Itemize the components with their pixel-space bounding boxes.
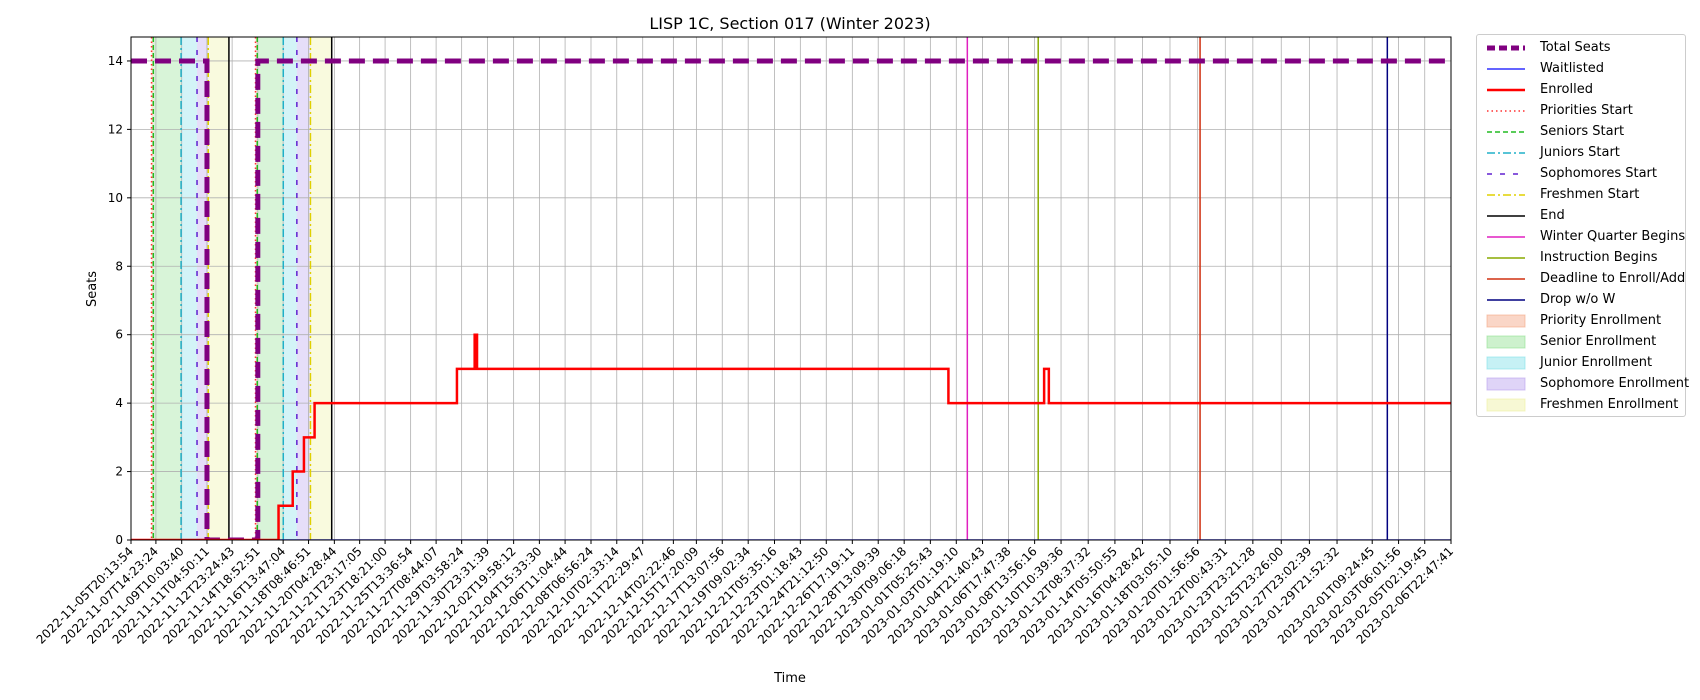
legend-patch: [1486, 356, 1526, 370]
band-junior-enrollment: [283, 37, 297, 540]
y-tick-label: 4: [115, 396, 123, 410]
legend-item: Sophomore Enrollment: [1477, 375, 1689, 396]
legend-item: Instruction Begins: [1477, 249, 1685, 270]
legend-label: Freshmen Enrollment: [1540, 397, 1679, 412]
plot-frame: [130, 36, 1452, 541]
legend-label: Junior Enrollment: [1540, 355, 1653, 370]
legend-swatch: [1487, 152, 1525, 154]
y-axis-label: Seats: [85, 271, 100, 307]
legend-swatch: [1486, 356, 1526, 370]
x-axis-label: Time: [773, 671, 806, 686]
legend-swatch: [1486, 314, 1526, 328]
legend-label: Total Seats: [1540, 40, 1611, 55]
legend-item: Priority Enrollment: [1477, 312, 1685, 333]
band-priority-enrollment: [151, 37, 154, 540]
legend-item: Drop w/o W: [1477, 291, 1685, 312]
legend-swatch: [1487, 236, 1525, 238]
y-tick-label: 8: [115, 259, 123, 273]
legend-label: Winter Quarter Begins: [1540, 229, 1686, 244]
legend-item: Deadline to Enroll/Add: [1477, 270, 1685, 291]
y-tick-label: 0: [115, 533, 123, 547]
legend-swatch: [1486, 398, 1526, 412]
band-senior-enrollment: [257, 37, 284, 540]
band-sophomore-enrollment: [296, 37, 311, 540]
legend-label: Enrolled: [1540, 82, 1593, 97]
legend-item: Seniors Start: [1477, 123, 1685, 144]
legend-item: Juniors Start: [1477, 144, 1685, 165]
legend-label: Waitlisted: [1540, 61, 1605, 76]
legend-label: End: [1540, 208, 1565, 223]
legend-label: Sophomores Start: [1540, 166, 1657, 181]
legend-swatch: [1487, 45, 1525, 51]
band-sophomore-enrollment: [197, 37, 209, 540]
legend-label: Juniors Start: [1540, 145, 1620, 160]
legend-label: Seniors Start: [1540, 124, 1625, 139]
legend-item: Senior Enrollment: [1477, 333, 1685, 354]
legend-item: Waitlisted: [1477, 60, 1685, 81]
legend-item: Priorities Start: [1477, 102, 1685, 123]
legend-swatch: [1487, 68, 1525, 70]
band-freshmen-enrollment: [310, 37, 332, 540]
legend-swatch: [1487, 173, 1525, 175]
legend-swatch: [1487, 88, 1525, 92]
band-priority-enrollment: [255, 37, 258, 540]
legend-swatch: [1487, 194, 1525, 196]
legend-item: End: [1477, 207, 1685, 228]
legend-swatch: [1487, 131, 1525, 133]
legend-label: Freshmen Start: [1540, 187, 1640, 202]
y-tick-label: 12: [108, 122, 123, 136]
legend-item: Winter Quarter Begins: [1477, 228, 1685, 249]
legend-item: Sophomores Start: [1477, 165, 1685, 186]
plot-area: 024681012142022-11-05T20:13:542022-11-07…: [34, 36, 1456, 647]
y-tick-label: 2: [115, 465, 123, 479]
legend-patch: [1486, 398, 1526, 412]
legend-label: Instruction Begins: [1540, 250, 1658, 265]
series-enrolled: [131, 333, 1451, 540]
legend-patch: [1486, 314, 1526, 328]
legend-label: Drop w/o W: [1540, 292, 1616, 307]
legend-patch: [1486, 335, 1526, 349]
legend-item: Junior Enrollment: [1477, 354, 1685, 375]
band-freshmen-enrollment: [208, 37, 229, 540]
legend-swatch: [1487, 110, 1525, 112]
chart-title: LISP 1C, Section 017 (Winter 2023): [649, 14, 930, 33]
legend-swatch: [1486, 377, 1526, 391]
series-group: [131, 58, 1451, 540]
band-senior-enrollment: [153, 37, 182, 540]
legend-swatch: [1487, 215, 1525, 217]
legend-label: Senior Enrollment: [1540, 334, 1657, 349]
legend-label: Priority Enrollment: [1540, 313, 1662, 328]
legend-item: Freshmen Start: [1477, 186, 1685, 207]
y-tick-label: 14: [108, 54, 123, 68]
legend-swatch: [1487, 278, 1525, 280]
legend-swatch: [1486, 335, 1526, 349]
band-junior-enrollment: [181, 37, 198, 540]
legend-label: Priorities Start: [1540, 103, 1633, 118]
y-tick-label: 10: [108, 191, 123, 205]
legend-item: Enrolled: [1477, 81, 1685, 102]
legend-item: Total Seats: [1477, 39, 1685, 60]
legend-item: Freshmen Enrollment: [1477, 396, 1685, 417]
legend-swatch: [1487, 299, 1525, 301]
series-total-seats: [131, 58, 1451, 540]
legend-swatch: [1487, 257, 1525, 259]
y-tick-label: 6: [115, 328, 123, 342]
legend-patch: [1486, 377, 1526, 391]
legend: Total Seats Waitlisted Enrolled Priorities …: [1476, 34, 1689, 417]
legend-label: Sophomore Enrollment: [1540, 376, 1690, 391]
legend-label: Deadline to Enroll/Add: [1540, 271, 1686, 286]
